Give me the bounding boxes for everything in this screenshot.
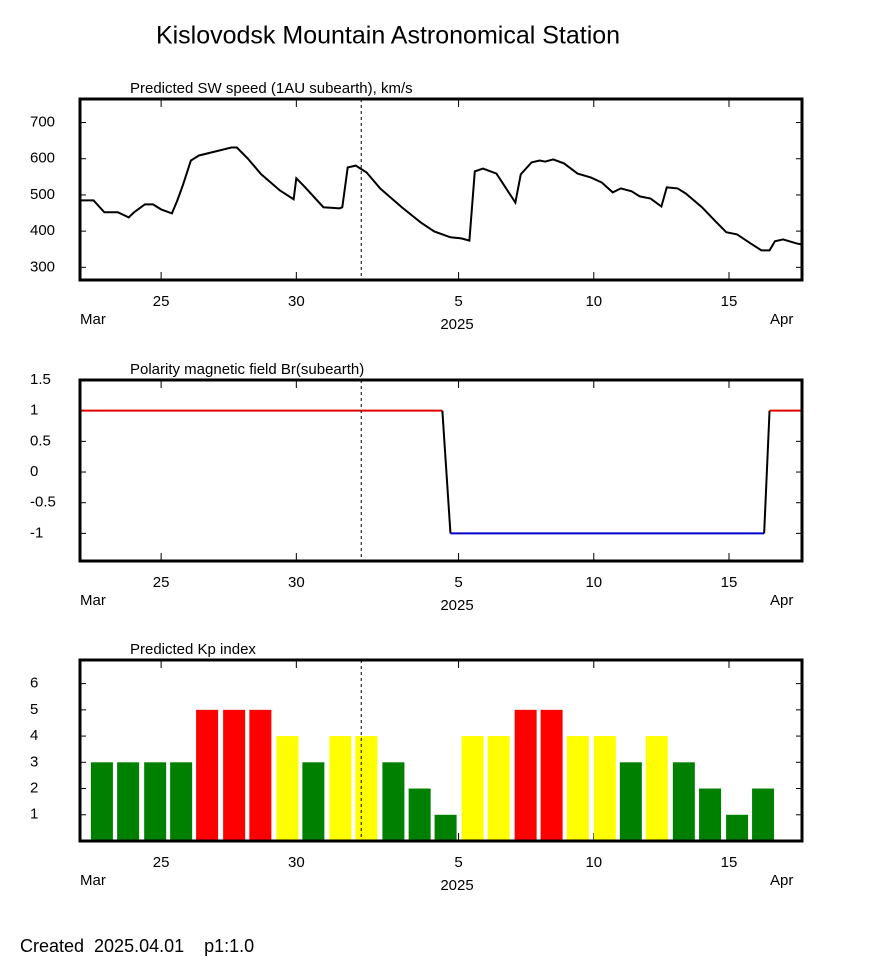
x-tick-label: 25 bbox=[153, 293, 170, 310]
y-tick-label: 300 bbox=[30, 258, 55, 275]
bar bbox=[329, 736, 352, 841]
x-end-label: Apr bbox=[770, 872, 793, 889]
page-title: Kislovodsk Mountain Astronomical Station bbox=[156, 22, 620, 50]
y-tick-label: 400 bbox=[30, 222, 55, 239]
bar bbox=[382, 762, 405, 841]
x-center-label: 2025 bbox=[440, 597, 473, 614]
bar bbox=[144, 762, 167, 841]
x-tick-label: 10 bbox=[585, 854, 602, 871]
x-end-label: Apr bbox=[770, 311, 793, 328]
bar bbox=[752, 788, 775, 841]
footer: Created 2025.04.01 p1:1.0 bbox=[20, 936, 254, 956]
x-tick-label: 25 bbox=[153, 574, 170, 591]
y-tick-label: 4 bbox=[30, 727, 38, 744]
bar bbox=[619, 762, 642, 841]
y-tick-label: 2 bbox=[30, 780, 38, 797]
x-start-label: Mar bbox=[80, 311, 106, 328]
x-start-label: Mar bbox=[80, 872, 106, 889]
bar bbox=[276, 736, 299, 841]
x-tick-label: 10 bbox=[585, 293, 602, 310]
x-tick-label: 5 bbox=[454, 574, 462, 591]
bar bbox=[302, 762, 325, 841]
bar bbox=[566, 736, 589, 841]
y-tick-label: 3 bbox=[30, 753, 38, 770]
x-tick-label: 30 bbox=[288, 293, 305, 310]
y-tick-label: 1 bbox=[30, 806, 38, 823]
x-tick-label: 5 bbox=[454, 854, 462, 871]
x-tick-label: 30 bbox=[288, 854, 305, 871]
x-tick-label: 10 bbox=[585, 574, 602, 591]
bar bbox=[223, 709, 246, 841]
x-tick-label: 25 bbox=[153, 854, 170, 871]
plot-frame bbox=[78, 97, 804, 282]
y-tick-label: 5 bbox=[30, 701, 38, 718]
x-tick-label: 5 bbox=[454, 293, 462, 310]
bar bbox=[699, 788, 722, 841]
bar bbox=[355, 736, 378, 841]
y-tick-label: 1.5 bbox=[30, 371, 51, 388]
x-tick-label: 15 bbox=[721, 293, 738, 310]
line bbox=[80, 146, 803, 252]
bar bbox=[672, 762, 695, 841]
bar bbox=[117, 762, 140, 841]
bar bbox=[249, 709, 272, 841]
chart-title: Predicted SW speed (1AU subearth), km/s bbox=[130, 80, 413, 97]
x-start-label: Mar bbox=[80, 592, 106, 609]
y-tick-label: -1 bbox=[30, 524, 43, 541]
bar bbox=[726, 814, 749, 841]
bar bbox=[170, 762, 193, 841]
x-center-label: 2025 bbox=[440, 877, 473, 894]
y-tick-label: 6 bbox=[30, 675, 38, 692]
y-tick-label: 600 bbox=[30, 150, 55, 167]
x-center-label: 2025 bbox=[440, 316, 473, 333]
chart-title: Polarity magnetic field Br(subearth) bbox=[130, 361, 364, 378]
y-tick-label: 500 bbox=[30, 186, 55, 203]
bar bbox=[90, 762, 113, 841]
x-tick-label: 15 bbox=[721, 574, 738, 591]
y-tick-label: 0.5 bbox=[30, 432, 51, 449]
bar bbox=[196, 709, 219, 841]
chart-title: Predicted Kp index bbox=[130, 641, 256, 658]
bar bbox=[645, 736, 668, 841]
line-segment bbox=[441, 410, 452, 534]
x-tick-label: 30 bbox=[288, 574, 305, 591]
plot-frame bbox=[78, 658, 804, 843]
bar bbox=[487, 736, 510, 841]
y-tick-label: 0 bbox=[30, 463, 38, 480]
line-segment bbox=[763, 410, 771, 534]
x-tick-label: 15 bbox=[721, 854, 738, 871]
bar bbox=[434, 814, 457, 841]
bar bbox=[461, 736, 484, 841]
plot-frame bbox=[78, 378, 804, 563]
x-end-label: Apr bbox=[770, 592, 793, 609]
y-tick-label: 1 bbox=[30, 402, 38, 419]
bar bbox=[540, 709, 563, 841]
y-tick-label: -0.5 bbox=[30, 494, 56, 511]
bar bbox=[408, 788, 431, 841]
bar bbox=[514, 709, 537, 841]
y-tick-label: 700 bbox=[30, 113, 55, 130]
bar bbox=[593, 736, 616, 841]
